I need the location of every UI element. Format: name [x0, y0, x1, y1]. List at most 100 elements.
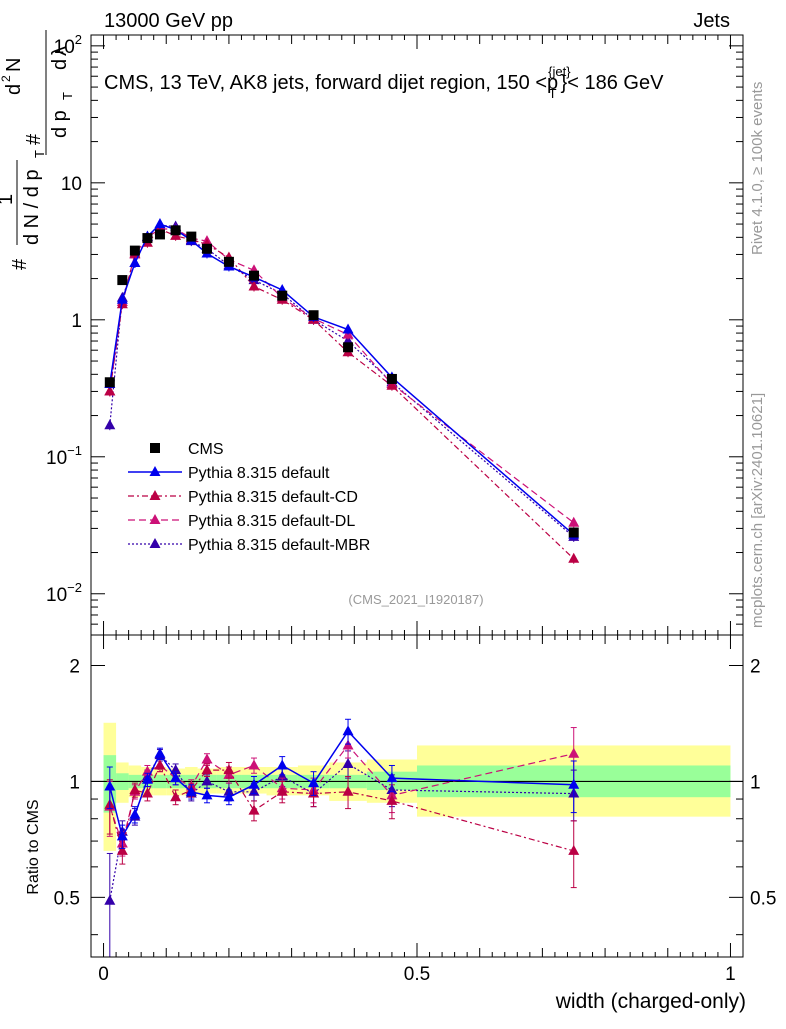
ratio-point-0	[568, 778, 580, 789]
analysis-watermark: (CMS_2021_I1920187)	[348, 592, 483, 607]
ratio-point-1	[342, 785, 354, 796]
y-label-N: N	[3, 58, 25, 72]
y-label-hash-2: #	[23, 133, 45, 145]
y-label-d-2: d	[49, 59, 71, 70]
ratio-point-0	[170, 772, 182, 783]
main-point-2	[104, 385, 116, 396]
ratio-ticks: 2 2 1 1 0.5 0.5 0 0.5 1	[54, 635, 776, 985]
main-point-0	[343, 342, 354, 353]
y-label-one: 1	[0, 194, 17, 205]
ratio-series-line-1	[109, 764, 574, 852]
main-plot-content	[104, 218, 580, 564]
y-label-dN-dpT: d N / d p	[21, 169, 43, 245]
plot-title-sup: {jet}	[548, 64, 571, 79]
legend-marker	[149, 466, 161, 476]
ratio-point-0	[154, 747, 166, 758]
main-point-0	[129, 245, 140, 256]
main-series-line-2	[109, 228, 575, 560]
y-label-T-sub-2: T	[60, 92, 75, 100]
main-point-1	[342, 323, 354, 334]
ratio-y-tick-label-left: 2	[69, 656, 80, 677]
ratio-point-3	[104, 894, 116, 905]
plot-title: CMS, 13 TeV, AK8 jets, forward dijet reg…	[104, 64, 664, 101]
x-axis-label: width (charged-only)	[555, 990, 746, 1013]
ratio-point-2	[248, 759, 260, 770]
legend-label: Pythia 8.315 default-CD	[188, 489, 358, 506]
legend-entry-2: Pythia 8.315 default-CD	[128, 489, 358, 506]
main-point-0	[104, 377, 115, 388]
ratio-point-0	[201, 789, 213, 800]
main-point-4	[104, 419, 116, 430]
x-tick-label: 0	[98, 964, 109, 985]
ratio-point-1	[386, 794, 398, 805]
main-y-tick-label: 102	[54, 32, 82, 58]
main-point-0	[201, 243, 212, 254]
ratio-series-line-3	[109, 754, 574, 901]
legend-marker	[149, 490, 161, 500]
main-point-3	[568, 516, 580, 527]
ratio-point-0	[116, 830, 128, 841]
legend-label: CMS	[188, 441, 224, 458]
ratio-point-0	[308, 777, 320, 788]
main-y-tick-label: 10−1	[46, 443, 82, 469]
main-y-tick-label: 10−2	[46, 580, 82, 606]
main-panel: 102 10 1 10−1 10−2 CMS, 13 TeV, AK8 jets, fo…	[46, 32, 744, 636]
legend-label: Pythia 8.315 default-DL	[188, 513, 355, 530]
ratio-point-1	[116, 844, 128, 855]
ratio-point-1	[248, 804, 260, 815]
legend-label: Pythia 8.315 default	[188, 465, 330, 482]
ratio-y-label: Ratio to CMS	[25, 799, 42, 894]
legend-marker	[149, 538, 161, 548]
plot-title-end: }< 186 GeV	[561, 72, 665, 94]
y-label-hash-1: #	[9, 258, 31, 270]
main-series-line-3	[109, 228, 575, 524]
legend-entry-4: Pythia 8.315 default-MBR	[128, 537, 370, 554]
legend: CMS Pythia 8.315 default Pythia 8.315 defa…	[128, 441, 370, 554]
ratio-point-0	[248, 778, 260, 789]
y-label-d-1: d	[3, 84, 25, 95]
main-point-0	[568, 527, 579, 538]
main-point-1	[116, 293, 128, 304]
plot-title-main: CMS, 13 TeV, AK8 jets, forward dijet reg…	[104, 72, 558, 94]
y-label-2-sup: 2	[0, 75, 13, 82]
main-point-2	[568, 552, 580, 563]
main-series-3	[104, 223, 580, 528]
plot-title-sub: T	[549, 86, 557, 101]
legend-label: Pythia 8.315 default-MBR	[188, 537, 370, 554]
ratio-point-3	[342, 757, 354, 768]
ratio-plot-content	[91, 718, 743, 958]
ratio-point-3	[201, 775, 213, 786]
ratio-y-tick-label-right: 1	[750, 772, 761, 793]
ratio-point-1	[568, 844, 580, 855]
main-y-label: # 1 d N / d p T # d p T d N 2 d λ	[0, 30, 75, 270]
main-point-2	[386, 379, 398, 390]
ratio-point-1	[276, 785, 288, 796]
ratio-point-0	[141, 773, 153, 784]
ratio-y-tick-label-left: 1	[69, 772, 80, 793]
x-tick-label: 1	[725, 964, 736, 985]
ratio-point-0	[129, 808, 141, 819]
legend-entry-1: Pythia 8.315 default	[128, 465, 330, 482]
ratio-series-0	[104, 718, 580, 849]
legend-marker	[149, 514, 161, 524]
main-point-1	[129, 256, 141, 267]
main-point-0	[142, 233, 153, 244]
ratio-point-0	[386, 772, 398, 783]
ratio-y-tick-label-right: 2	[750, 656, 761, 677]
legend-entry-3: Pythia 8.315 default-DL	[128, 513, 355, 530]
ratio-point-1	[223, 764, 235, 775]
main-point-0	[277, 290, 288, 301]
legend-entry-0: CMS	[150, 441, 224, 458]
ratio-point-1	[154, 759, 166, 770]
rivet-version: Rivet 4.1.0, ≥ 100k events	[749, 82, 766, 255]
main-ticks: 102 10 1 10−1 10−2	[46, 32, 743, 636]
legend-marker	[150, 443, 160, 453]
main-point-0	[117, 275, 128, 286]
ratio-y-tick-label-left: 0.5	[54, 888, 80, 909]
ratio-point-0	[104, 780, 116, 791]
main-point-0	[308, 310, 319, 321]
ratio-point-1	[201, 764, 213, 775]
y-label-T-sub-1: T	[32, 150, 47, 158]
main-y-tick-label: 1	[71, 311, 82, 332]
